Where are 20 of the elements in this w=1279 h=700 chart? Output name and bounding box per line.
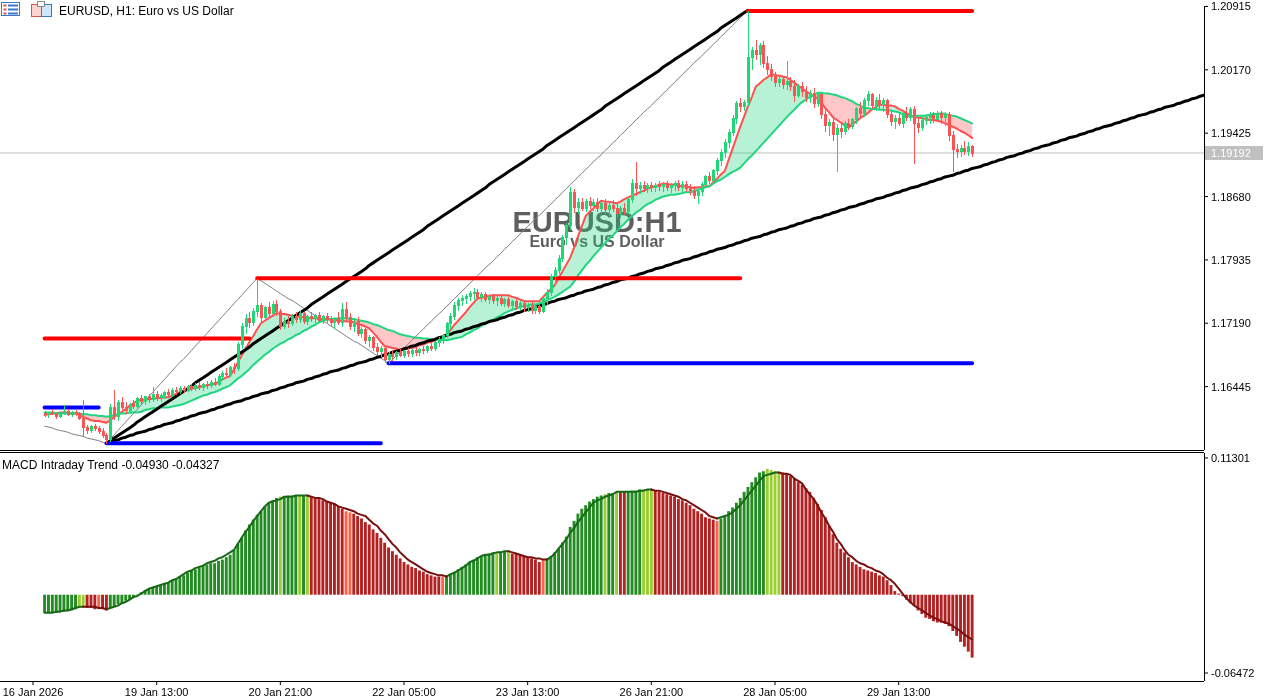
y-tick-label: -0.06472 [1211, 667, 1255, 680]
y-tick-label: 1.19425 [1211, 127, 1251, 140]
x-tick-label: 29 Jan 13:00 [866, 686, 931, 698]
x-tick-label: 22 Jan 05:00 [372, 686, 436, 698]
y-tick-label: 1.16445 [1211, 380, 1251, 393]
chart-title: EURUSD, H1: Euro vs US Dollar [59, 4, 234, 18]
x-tick-label: 19 Jan 13:00 [124, 686, 189, 698]
y-tick-label: 0.11301 [1211, 451, 1250, 464]
x-tick-label: 26 Jan 21:00 [619, 686, 684, 698]
y-tick-label: 1.18680 [1211, 190, 1251, 203]
y-tick-label: 1.20170 [1211, 63, 1251, 76]
chart-title: MACD Intraday Trend -0.04930 -0.04327 [2, 458, 220, 472]
ref-line-label: 1.19192 [1211, 146, 1251, 159]
y-tick-label: 1.17935 [1211, 253, 1251, 266]
x-tick-label: 20 Jan 21:00 [248, 686, 313, 698]
x-tick-label: 28 Jan 05:00 [743, 686, 807, 698]
y-tick-label: 1.20915 [1211, 0, 1251, 13]
x-tick-label: 23 Jan 13:00 [495, 686, 560, 698]
x-tick-label: 16 Jan 2026 [2, 686, 64, 698]
y-tick-label: 1.17190 [1211, 317, 1251, 330]
